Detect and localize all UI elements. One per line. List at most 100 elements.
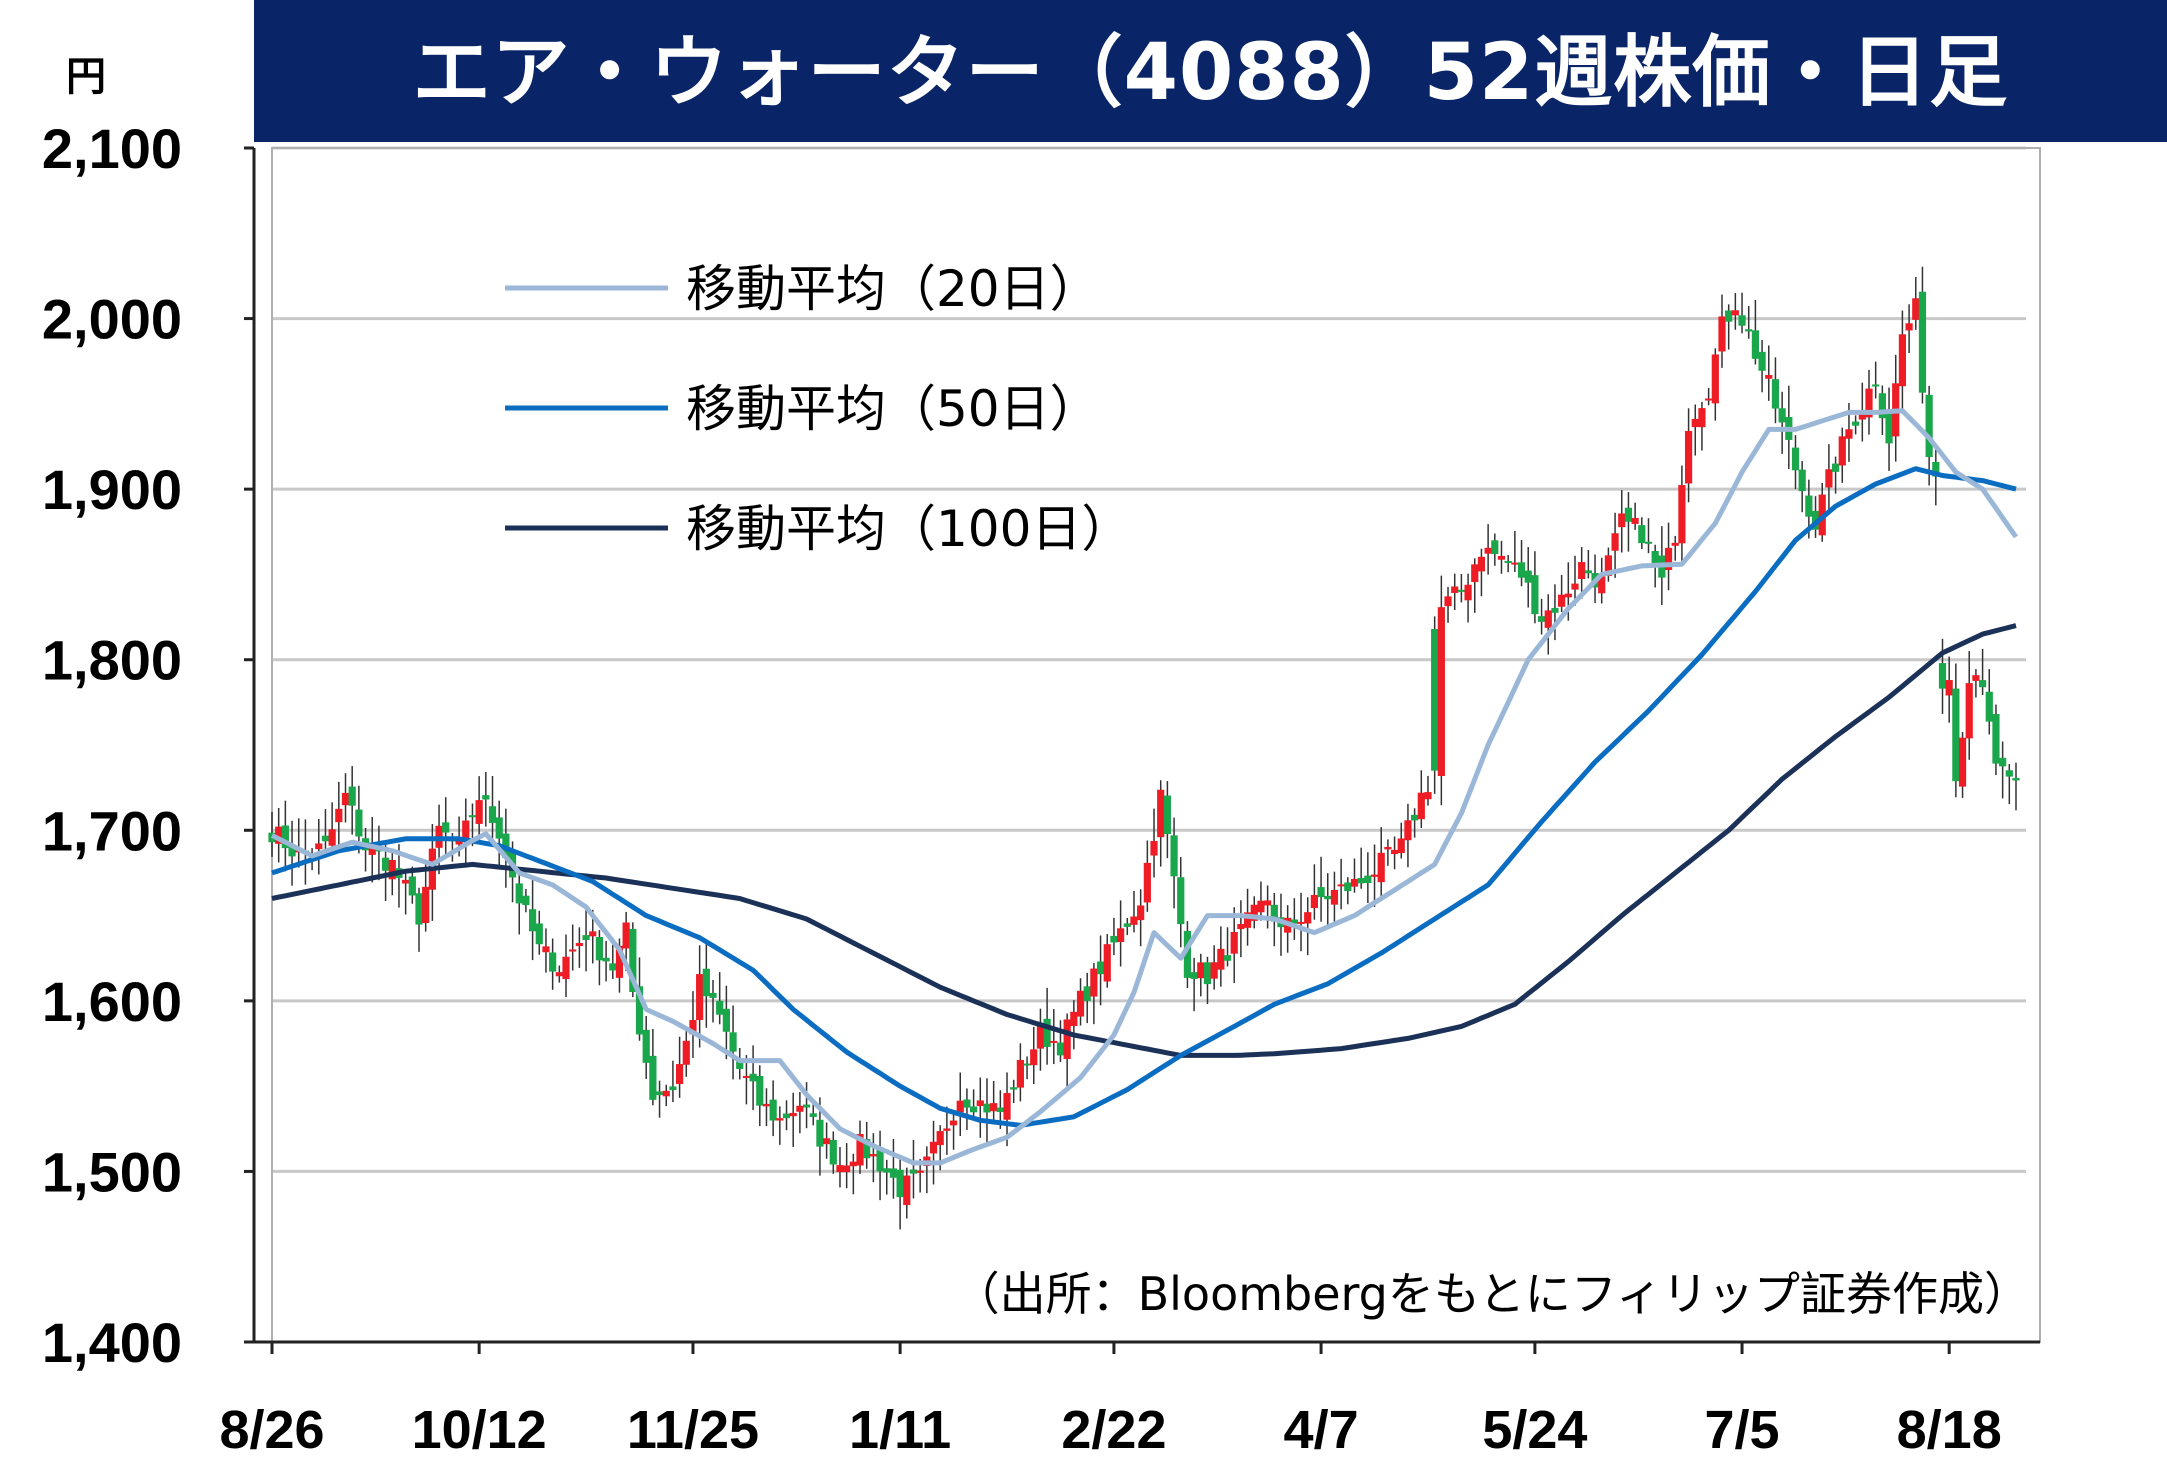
candle-down <box>2012 777 2020 781</box>
candle-up <box>1030 1049 1038 1066</box>
candle-up <box>976 1100 984 1107</box>
candle-down <box>1190 972 1198 979</box>
candle-down <box>1624 507 1633 522</box>
candle-up <box>1130 916 1138 925</box>
candle-down <box>1999 757 2007 767</box>
candle-up <box>1678 485 1686 544</box>
x-tick-label: 2/22 <box>1061 1400 1166 1460</box>
candle-up <box>990 1103 998 1112</box>
candle-up <box>696 974 704 1021</box>
candle-down <box>549 952 557 972</box>
candle-up <box>1731 310 1739 316</box>
candle-down <box>769 1099 777 1121</box>
candle-up <box>569 949 577 952</box>
candle-up <box>869 1154 877 1157</box>
candle-up <box>275 826 283 844</box>
candle-down <box>782 1113 791 1119</box>
candle-up <box>1150 840 1158 856</box>
y-tick-label: 1,500 <box>42 1140 182 1203</box>
candle-down <box>1504 560 1512 563</box>
candle-up <box>1070 1011 1078 1027</box>
legend-label: 移動平均（20日） <box>686 260 1100 318</box>
candle-down <box>1491 540 1499 555</box>
candle-up <box>1671 542 1679 546</box>
candle-down <box>1357 878 1365 884</box>
candle-up <box>1497 555 1506 560</box>
x-tick-label: 11/25 <box>627 1400 759 1460</box>
y-tick-label: 1,900 <box>42 458 182 521</box>
candle-up <box>1103 944 1111 982</box>
candle-up <box>1611 533 1619 551</box>
ma20-line <box>270 408 2019 1166</box>
candle-down <box>1791 447 1800 471</box>
candle-down <box>1411 814 1419 821</box>
candle-up <box>823 1138 831 1145</box>
candle-down <box>1096 961 1105 975</box>
candle-down <box>415 893 423 925</box>
candle-down <box>756 1075 764 1106</box>
y-tick-label: 1,400 <box>42 1311 182 1374</box>
candle-up <box>1631 517 1639 524</box>
candle-up <box>1390 849 1399 855</box>
plot-area-border <box>271 147 2041 1343</box>
candle-down <box>522 895 530 906</box>
candle-down <box>1992 714 2000 764</box>
candle-down <box>1163 795 1171 835</box>
candle-up <box>1718 316 1726 352</box>
candle-up <box>1036 1025 1045 1049</box>
axes <box>244 146 2041 1354</box>
candle-up <box>949 1120 958 1126</box>
x-tick-label: 10/12 <box>412 1400 547 1460</box>
candle-down <box>602 957 610 962</box>
candle-up <box>796 1105 804 1112</box>
candle-down <box>595 936 604 961</box>
candle-up <box>1137 905 1145 921</box>
candle-up <box>542 946 550 953</box>
candle-down <box>495 817 503 839</box>
candle-up <box>1090 968 1098 997</box>
candle-down <box>1584 570 1592 574</box>
candle-up <box>562 956 570 980</box>
candle-down <box>1638 525 1646 544</box>
candle-down <box>582 935 590 940</box>
candle-down <box>635 986 644 1035</box>
candle-down <box>1978 680 1987 688</box>
x-tick-label: 5/24 <box>1482 1400 1587 1460</box>
x-tick-label: 7/5 <box>1704 1400 1779 1460</box>
candle-up <box>1838 436 1846 466</box>
candle-up <box>402 879 410 884</box>
candle-up <box>1544 610 1552 628</box>
candle-down <box>1878 393 1886 419</box>
candle-down <box>482 795 490 800</box>
candle-down <box>1056 1042 1065 1056</box>
candle-down <box>1805 495 1813 517</box>
candle-up <box>943 1128 951 1131</box>
candle-down <box>1852 421 1860 426</box>
candle-up <box>1063 1019 1071 1060</box>
candle-up <box>1257 900 1265 913</box>
candle-up <box>1711 354 1719 404</box>
candle-down <box>488 806 497 823</box>
candle-down <box>909 1169 918 1174</box>
candle-down <box>809 1113 817 1117</box>
x-tick-label: 1/11 <box>849 1400 951 1460</box>
candle-up <box>615 945 624 978</box>
candle-down <box>669 1086 677 1091</box>
candle-down <box>802 1104 811 1108</box>
legend-label: 移動平均（100日） <box>686 500 1131 558</box>
candle-up <box>1297 921 1305 924</box>
candle-down <box>442 822 450 833</box>
candle-up <box>1511 562 1519 565</box>
candle-up <box>1424 792 1432 800</box>
candle-up <box>1117 928 1125 943</box>
candle-down <box>528 909 537 932</box>
candle-down <box>829 1139 837 1165</box>
candle-up <box>1437 607 1445 777</box>
candle-up <box>742 1075 751 1078</box>
candle-up <box>1444 596 1452 607</box>
candle-up <box>776 1118 784 1121</box>
candle-up <box>1310 894 1318 909</box>
candle-down <box>1745 329 1753 332</box>
x-tick-label: 8/26 <box>219 1400 324 1460</box>
candle-down <box>1270 904 1278 922</box>
